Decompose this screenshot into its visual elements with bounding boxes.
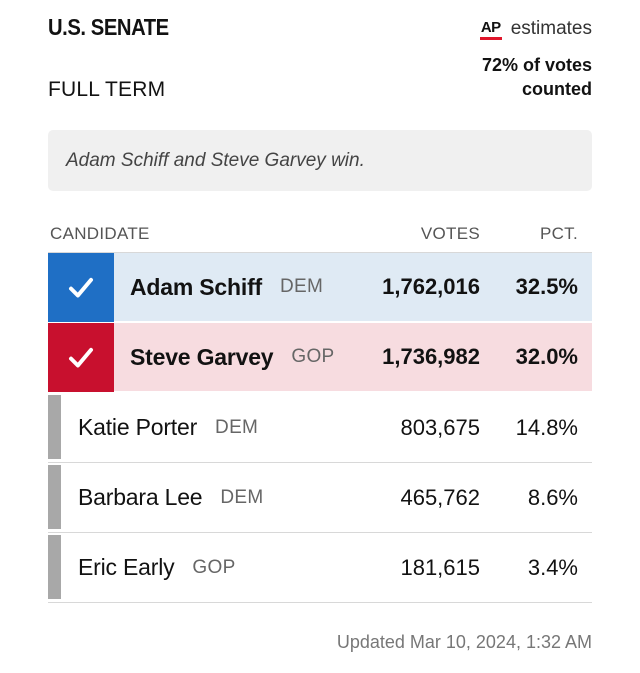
candidate-party: DEM bbox=[279, 276, 324, 297]
candidate-name: Eric Early bbox=[78, 554, 175, 580]
candidate-pct: 32.5% bbox=[515, 274, 578, 299]
column-header-pct: PCT. bbox=[539, 224, 578, 243]
candidate-votes: 181,615 bbox=[400, 554, 480, 580]
table-row: Adam Schiff DEM 1,762,016 32.5% bbox=[48, 253, 592, 323]
candidate-party: DEM bbox=[215, 416, 259, 438]
candidate-party: GOP bbox=[192, 556, 236, 578]
results-table: Adam Schiff DEM 1,762,016 32.5% Steve Ga… bbox=[48, 253, 592, 603]
candidate-name: Katie Porter bbox=[78, 414, 198, 440]
candidate-party: DEM bbox=[220, 486, 264, 508]
candidate-pct: 14.8% bbox=[515, 414, 578, 440]
candidate-name: Steve Garvey bbox=[130, 343, 274, 370]
votes-counted-line-1: 72% of votes bbox=[481, 55, 592, 75]
candidate-name: Barbara Lee bbox=[78, 484, 203, 510]
checkmark-icon bbox=[69, 347, 93, 367]
candidate-pct: 8.6% bbox=[527, 484, 578, 510]
candidate-votes: 803,675 bbox=[400, 414, 480, 440]
candidate-votes: 1,762,016 bbox=[382, 274, 480, 299]
checkmark-icon bbox=[69, 277, 93, 297]
winner-check-box bbox=[48, 253, 114, 322]
results-table-header: CANDIDATE VOTES PCT. bbox=[48, 222, 592, 253]
candidate-color-bar bbox=[48, 395, 61, 459]
candidate-pct: 32.0% bbox=[515, 344, 578, 369]
candidate-color-bar bbox=[48, 535, 61, 599]
table-row: Steve Garvey GOP 1,736,982 32.0% bbox=[48, 323, 592, 393]
candidate-votes: 465,762 bbox=[400, 484, 480, 510]
votes-counted-line-2: counted bbox=[522, 79, 592, 99]
votes-counted-status: 72% of votes counted bbox=[432, 53, 592, 101]
race-title: U.S. SENATE bbox=[48, 14, 169, 40]
table-row: Eric Early GOP 181,615 3.4% bbox=[48, 533, 592, 603]
table-row: Katie Porter DEM 803,675 14.8% bbox=[48, 393, 592, 463]
candidate-name: Adam Schiff bbox=[130, 273, 262, 300]
winner-check-box bbox=[48, 323, 114, 392]
last-updated-timestamp: Updated Mar 10, 2024, 1:32 AM bbox=[336, 632, 592, 652]
result-summary: Adam Schiff and Steve Garvey win. bbox=[48, 130, 592, 191]
candidate-party: GOP bbox=[291, 346, 335, 367]
ap-estimates-label: estimates bbox=[510, 18, 592, 39]
candidate-pct: 3.4% bbox=[527, 554, 578, 580]
candidate-votes: 1,736,982 bbox=[382, 344, 480, 369]
table-row: Barbara Lee DEM 465,762 8.6% bbox=[48, 463, 592, 533]
ap-logo: AP bbox=[479, 19, 502, 40]
race-subtitle: FULL TERM bbox=[48, 78, 166, 101]
column-header-candidate: CANDIDATE bbox=[50, 224, 150, 243]
candidate-color-bar bbox=[48, 465, 61, 529]
ap-estimates-badge: AP estimates bbox=[479, 18, 592, 40]
column-header-votes: VOTES bbox=[420, 224, 480, 243]
